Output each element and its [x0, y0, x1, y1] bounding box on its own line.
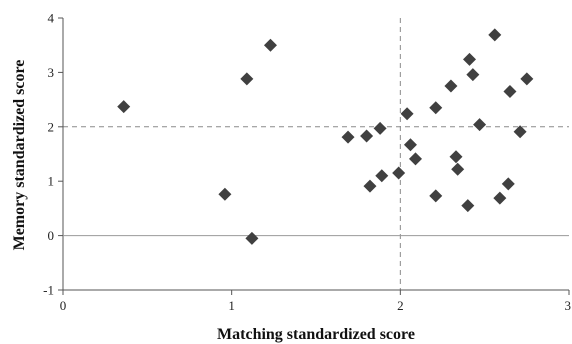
data-point-diamond	[240, 72, 254, 86]
data-point-diamond	[218, 187, 232, 201]
y-tick-label: 2	[48, 119, 55, 134]
y-tick-label: 4	[48, 11, 55, 26]
data-point-diamond	[392, 166, 406, 180]
data-point-diamond	[520, 72, 534, 86]
data-point-diamond	[503, 84, 517, 98]
data-point-diamond	[360, 129, 374, 143]
data-point-diamond	[461, 199, 475, 213]
data-point-diamond	[466, 68, 480, 82]
y-tick-label: 3	[48, 65, 55, 80]
y-tick-label: -1	[43, 283, 54, 298]
axes	[58, 17, 570, 295]
data-point-diamond	[403, 138, 417, 152]
data-point-diamond	[429, 189, 443, 203]
data-point-diamond	[117, 100, 131, 114]
x-tick-label: 3	[565, 298, 572, 313]
x-tick-label: 0	[60, 298, 67, 313]
x-tick-label: 2	[397, 298, 404, 313]
data-point-diamond	[473, 118, 487, 132]
x-axis-title: Matching standardized score	[217, 326, 415, 343]
reference-lines	[63, 18, 569, 290]
y-tick-label: 0	[48, 228, 55, 243]
data-point-diamond	[341, 130, 355, 144]
data-point-diamond	[400, 107, 414, 121]
y-tick-label: 1	[48, 174, 55, 189]
x-tick-label: 1	[228, 298, 235, 313]
data-point-diamond	[451, 162, 465, 176]
data-point-diamond	[501, 177, 515, 191]
data-point-diamond	[513, 125, 527, 139]
data-point-diamond	[493, 191, 507, 205]
data-point-diamond	[373, 121, 387, 135]
data-points	[117, 28, 534, 245]
data-point-diamond	[429, 101, 443, 115]
y-axis-title: Memory standardized score	[11, 60, 28, 251]
data-point-diamond	[245, 231, 259, 245]
data-point-diamond	[462, 52, 476, 66]
data-point-diamond	[263, 38, 277, 52]
data-point-diamond	[375, 169, 389, 183]
data-point-diamond	[449, 150, 463, 164]
tick-labels: -1 0 1 2 3 4 0 1 2 3	[43, 11, 571, 314]
data-point-diamond	[409, 152, 423, 166]
data-point-diamond	[488, 28, 502, 42]
data-point-diamond	[444, 79, 458, 93]
data-point-diamond	[363, 179, 377, 193]
